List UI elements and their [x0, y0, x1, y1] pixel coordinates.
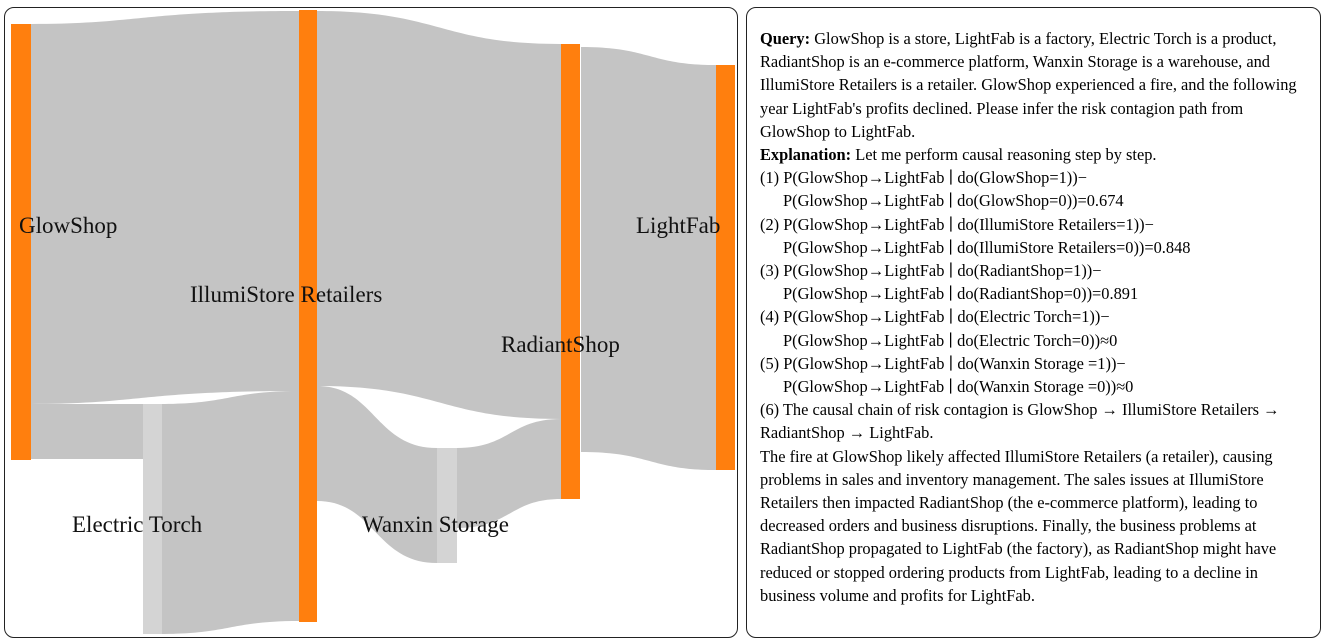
sankey-labels: GlowShop IllumiStore Retailers RadiantSh…	[19, 213, 720, 537]
link-glowshop-to-electric-torch	[31, 404, 143, 459]
conclusion-paragraph: The fire at GlowShop likely affected Ill…	[760, 446, 1277, 605]
label-electric-torch: Electric Torch	[72, 512, 203, 537]
link-wanxin-storage-to-radiantshop	[457, 419, 561, 528]
link-radiantshop-to-lightfab	[581, 47, 716, 470]
link-electric-torch-to-illumistore-retailers	[160, 391, 299, 634]
node-lightfab	[716, 65, 735, 470]
explanation-label: Explanation:	[760, 145, 852, 165]
step-5-line-2: P(GlowShop→LightFab ∣ do(Wanxin Storage …	[783, 377, 1134, 397]
step-1-line-2: P(GlowShop→LightFab ∣ do(GlowShop=0))=0.…	[783, 191, 1124, 211]
link-illumistore-retailers-to-radiantshop	[317, 11, 561, 419]
label-lightfab: LightFab	[636, 213, 720, 238]
explanation-paragraph: Explanation: Let me perform causal reaso…	[760, 143, 1310, 166]
node-electric-torch	[143, 404, 162, 634]
link-glowshop-to-illumistore-retailers	[31, 11, 299, 404]
sankey-links	[31, 11, 716, 634]
query-label: Query:	[760, 29, 811, 48]
label-radiantshop: RadiantShop	[501, 332, 620, 357]
explanation-intro: Let me perform causal reasoning step by …	[855, 145, 1157, 165]
step-2-line-2: P(GlowShop→LightFab ∣ do(IllumiStore Ret…	[783, 237, 1191, 257]
label-illumistore-retailers: IllumiStore Retailers	[190, 282, 382, 307]
label-glowshop: GlowShop	[19, 213, 117, 238]
query-text: GlowShop is a store, LightFab is a facto…	[760, 29, 1297, 141]
sankey-nodes	[11, 10, 735, 634]
step-5-line-1: (5) P(GlowShop→LightFab ∣ do(Wanxin Stor…	[760, 353, 1126, 373]
sankey-diagram: GlowShop IllumiStore Retailers RadiantSh…	[11, 10, 735, 634]
label-wanxin-storage: Wanxin Storage	[362, 512, 509, 537]
step-3-line-1: (3) P(GlowShop→LightFab ∣ do(RadiantShop…	[760, 261, 1102, 281]
node-wanxin-storage	[437, 448, 457, 563]
node-glowshop	[11, 24, 31, 460]
sankey-diagram-panel: GlowShop IllumiStore Retailers RadiantSh…	[4, 7, 738, 638]
step-2-line-1: (2) P(GlowShop→LightFab ∣ do(IllumiStore…	[760, 214, 1154, 234]
query-paragraph: Query: GlowShop is a store, LightFab is …	[760, 27, 1310, 143]
step-1-line-1: (1) P(GlowShop→LightFab ∣ do(GlowShop=1)…	[760, 168, 1087, 188]
causal-chain: (6) The causal chain of risk contagion i…	[760, 400, 1280, 443]
node-radiantshop	[561, 44, 580, 499]
step-3-line-2: P(GlowShop→LightFab ∣ do(RadiantShop=0))…	[783, 284, 1139, 304]
link-illumistore-retailers-to-wanxin-storage	[317, 386, 437, 563]
explanation-panel: Query: GlowShop is a store, LightFab is …	[746, 7, 1321, 638]
step-4-line-1: (4) P(GlowShop→LightFab ∣ do(Electric To…	[760, 307, 1110, 327]
node-illumistore-retailers	[299, 10, 317, 622]
explanation-text: Query: GlowShop is a store, LightFab is …	[760, 27, 1310, 607]
step-4-line-2: P(GlowShop→LightFab ∣ do(Electric Torch=…	[783, 330, 1118, 350]
